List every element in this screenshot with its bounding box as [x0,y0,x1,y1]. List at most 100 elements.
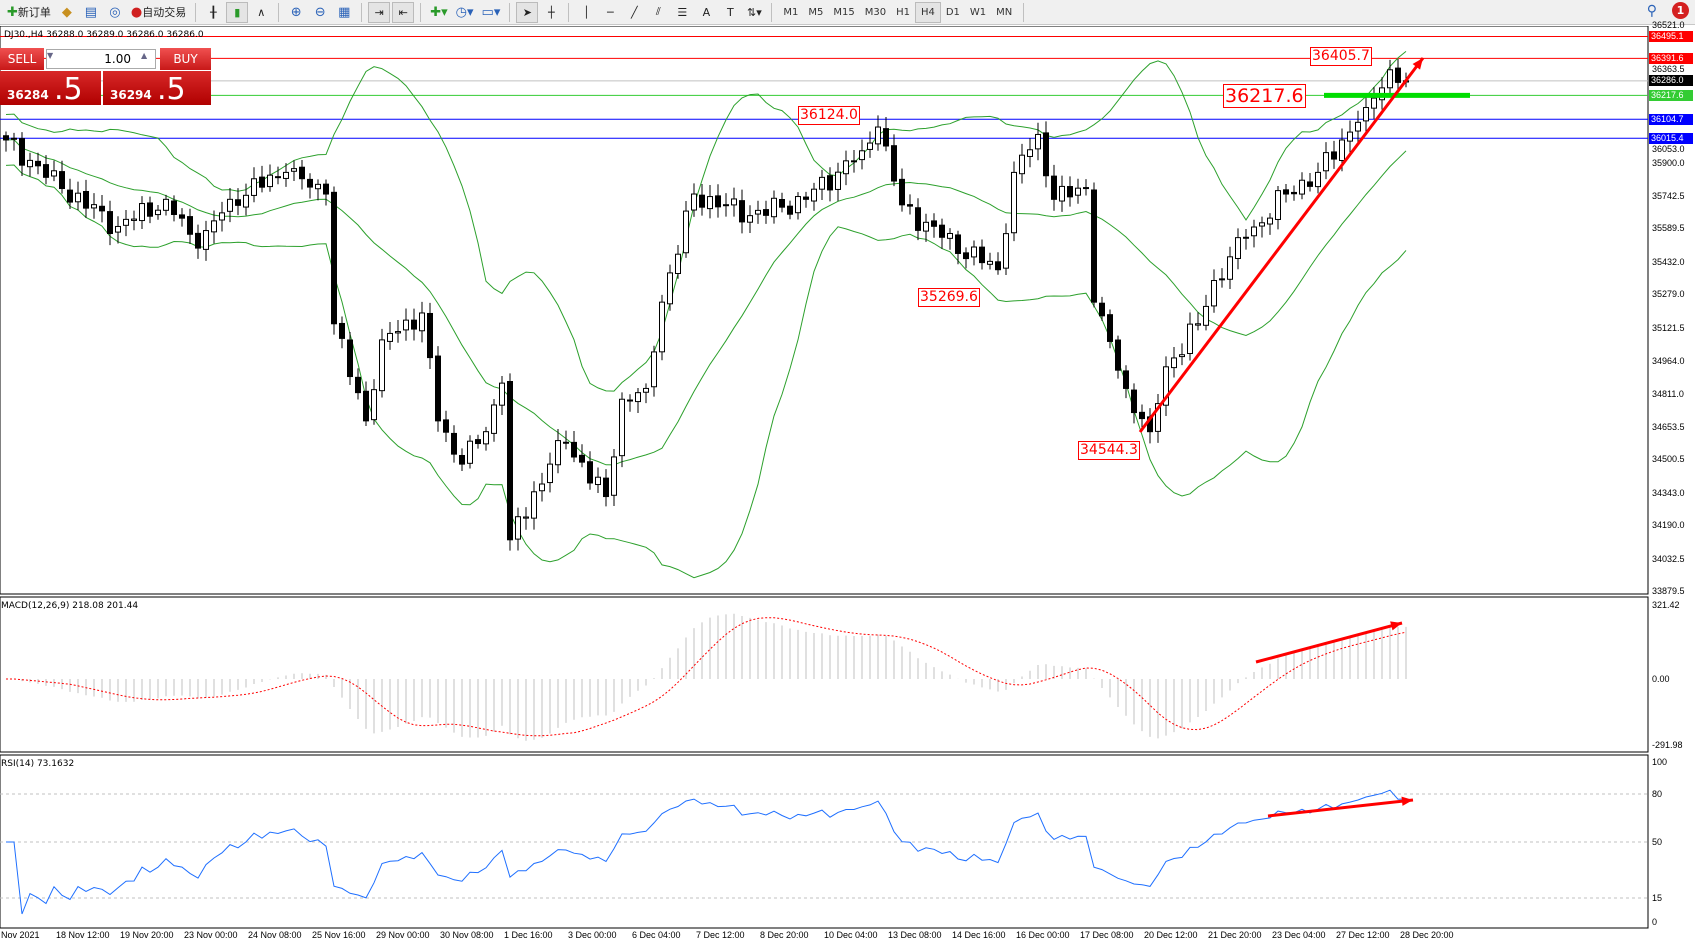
candle-body [747,215,753,223]
candle-body [1067,186,1073,198]
cursor-button[interactable]: ➤ [516,1,539,23]
rsi-line [6,789,1407,915]
timeframe-h1[interactable]: H1 [896,6,910,18]
bar-chart-button[interactable]: ╂ [202,2,224,23]
candle-body [659,301,665,353]
signal-icon: ◎ [109,4,121,20]
candle-body [387,332,393,342]
tile-windows-button[interactable]: ▦ [333,2,355,23]
price-tag: 36015.4 [1649,132,1693,144]
rsi-divergence-arrow-head [1401,796,1413,806]
new-order-icon: ✚ [7,4,18,20]
candle-body [203,230,209,250]
candle-body [227,198,233,212]
candle-body [699,194,705,208]
macd-divergence-arrow [1255,621,1403,664]
auto-trading-button[interactable]: ● 自动交易 [130,4,187,20]
chart-shift-icon: ⇤ [398,5,408,19]
buy-price[interactable]: 36294.5 [103,71,211,107]
fibonacci-button[interactable]: ☰ [671,2,693,23]
timeframe-h4[interactable]: H4 [914,1,941,23]
candle-body [803,196,809,200]
notification-badge[interactable]: 1 [1672,2,1689,19]
search-icon[interactable]: ⚲ [1646,3,1657,19]
channel-button[interactable]: ⫽ [647,2,669,23]
candle-body [131,218,137,221]
signals-button[interactable]: ◎ [104,2,126,23]
auto-scroll-button[interactable]: ⇥ [368,1,391,23]
candle-body [915,207,921,231]
price-axis-label: 35742.5 [1652,191,1685,202]
candle-body [147,202,153,217]
fibonacci-icon: ☰ [677,5,688,19]
separator [195,2,197,22]
timeframe-m1[interactable]: M1 [783,6,799,18]
trendline-button[interactable]: ╱ [623,2,645,23]
candle-body [395,331,401,334]
candle-body [819,176,825,190]
line-chart-button[interactable]: ∧ [250,2,272,23]
candle-body [1307,181,1313,187]
terminal-icon: ▤ [84,4,98,20]
periods-button[interactable]: ◷▾ [453,2,477,23]
candle-body [1299,179,1305,195]
templates-button[interactable]: ▭▾ [479,2,504,23]
new-order-button[interactable]: ✚ 新订单 [7,4,51,20]
timeframe-m5[interactable]: M5 [808,6,824,18]
candle-body [1099,302,1105,317]
indicators-button[interactable]: ✚▾ [427,2,450,23]
candle-body [627,399,633,402]
price-annotation: 36217.6 [1223,84,1306,108]
sell-price[interactable]: 36284.5 [0,71,101,107]
candle-body [987,260,993,265]
chart-shift-button[interactable]: ⇤ [392,1,415,23]
candle-body [1179,354,1185,358]
candle-body [1139,411,1145,420]
timeframe-w1[interactable]: W1 [969,6,987,18]
lot-increase-icon[interactable]: ▲ [141,51,148,60]
price-axis-label: 34964.0 [1652,356,1685,367]
candle-body [923,221,929,232]
candle-body [475,439,481,445]
candle-body [1203,305,1209,326]
horizontal-line-button[interactable]: ─ [599,2,621,23]
timeframe-m30[interactable]: M30 [864,6,887,18]
zoom-out-button[interactable]: ⊖ [309,2,331,23]
macd-label: MACD(12,26,9) 218.08 201.44 [1,601,139,611]
candle-body [1243,236,1249,239]
candle-body [403,319,409,331]
lot-size-input[interactable]: 1.00 [46,49,156,69]
vertical-line-button[interactable]: │ [575,2,597,23]
time-axis-label: 10 Dec 04:00 [824,930,878,940]
text-button[interactable]: A [695,2,717,23]
timeframe-m15[interactable]: M15 [833,6,855,18]
zoom-in-button[interactable]: ⊕ [285,2,307,23]
candle-body [275,176,281,179]
chart-canvas[interactable] [0,26,1695,943]
terminal-button[interactable]: ▤ [80,2,102,23]
candle-body [947,232,953,239]
arrows-icon: ⇅▾ [746,5,762,19]
timeframe-mn[interactable]: MN [996,6,1013,18]
sell-button[interactable]: SELL [0,48,44,70]
arrows-button[interactable]: ⇅▾ [743,2,765,23]
market-watch-button[interactable]: ◆ [56,2,78,23]
candle-body [1211,280,1217,307]
crosshair-button[interactable]: ┼ [540,2,562,23]
separator [1023,2,1025,22]
buy-button[interactable]: BUY [160,48,211,70]
template-icon: ▭▾ [481,4,501,20]
channel-icon: ⫽ [655,5,661,18]
candle-chart-button[interactable]: ▮ [226,1,249,23]
lot-decrease-icon[interactable]: ▼ [47,51,54,60]
candle-body [851,160,857,163]
candle-body [371,389,377,421]
candle-body [67,189,73,203]
price-tag: 36286.0 [1649,75,1693,87]
timeframe-d1[interactable]: D1 [945,6,960,18]
candle-body [1051,175,1057,200]
price-annotation: 35269.6 [918,288,980,307]
rsi-axis-label: 50 [1652,837,1663,847]
text-label-button[interactable]: T [719,2,741,23]
candle-body [899,178,905,206]
